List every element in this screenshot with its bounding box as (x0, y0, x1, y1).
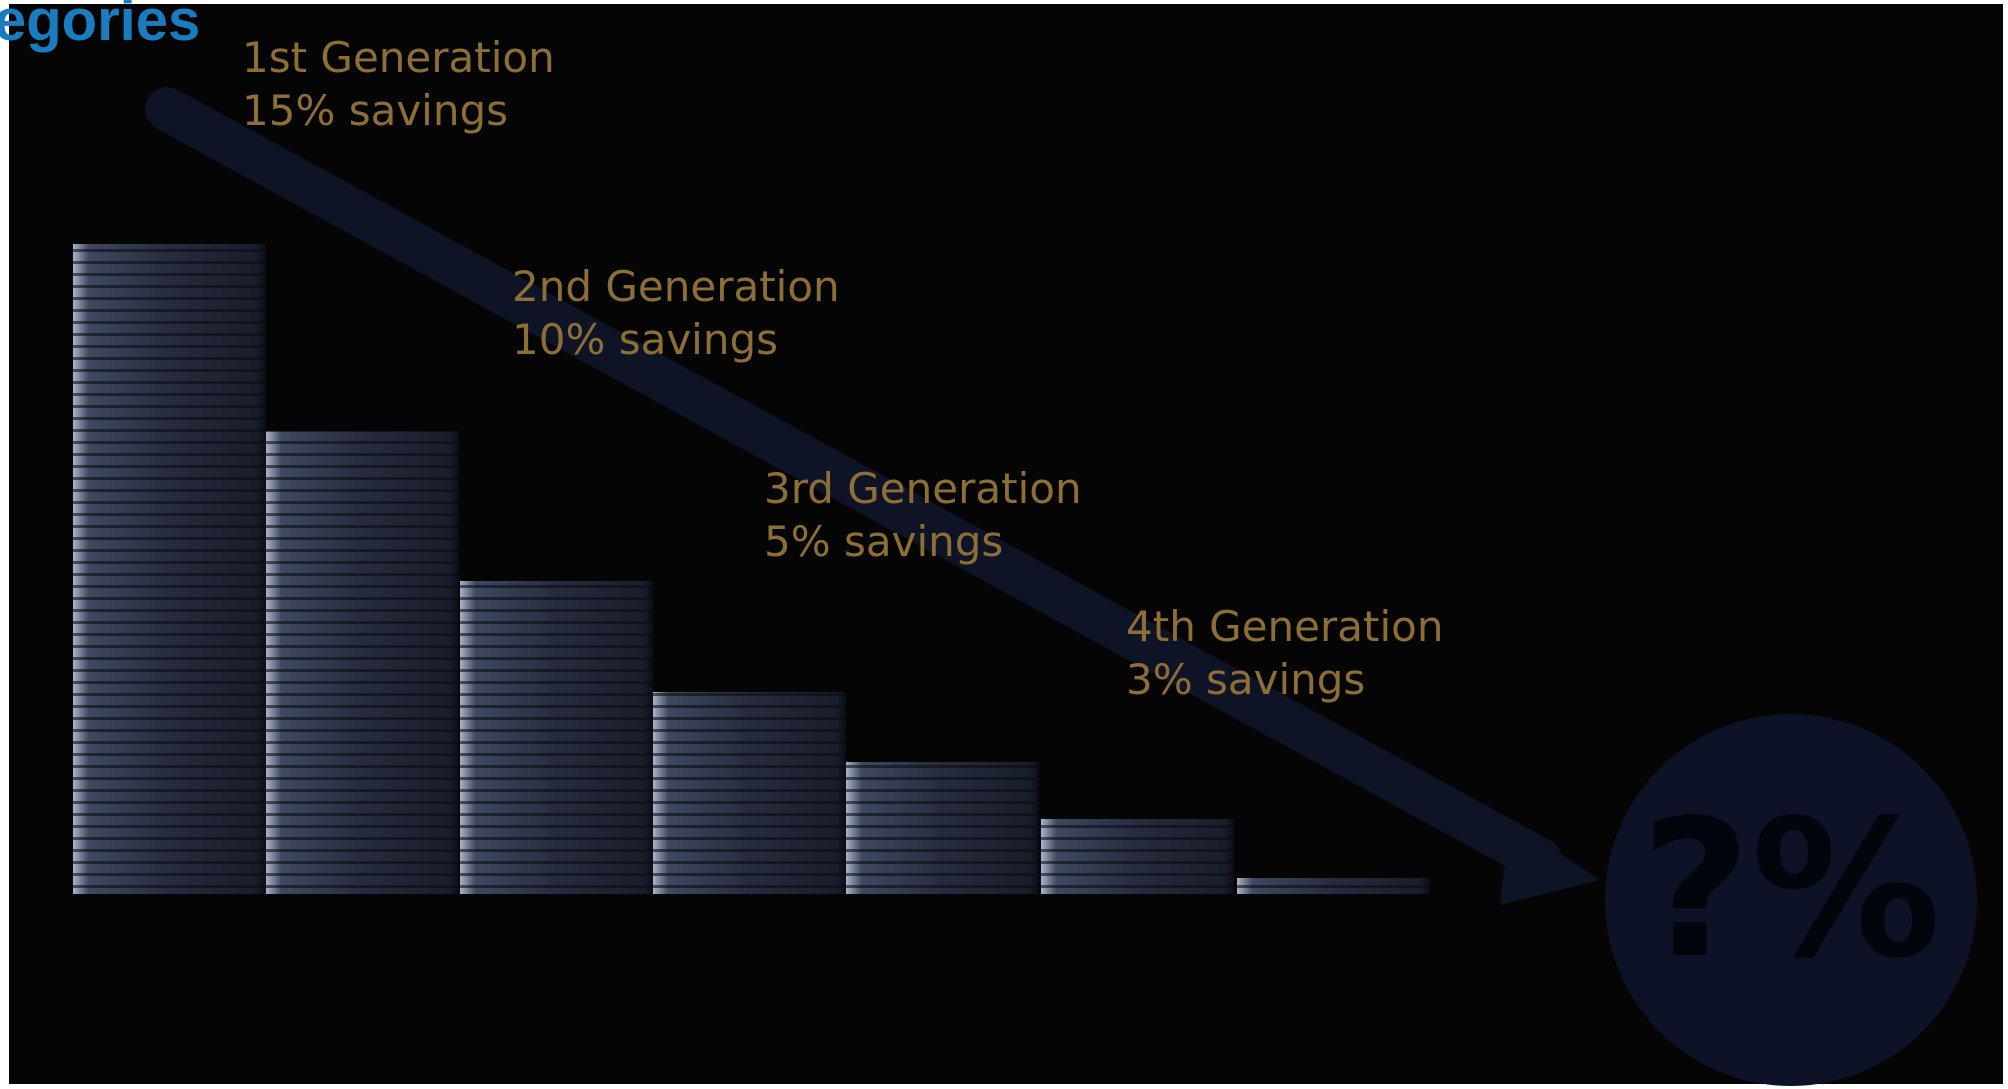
coin-stack (1041, 819, 1234, 894)
generation-savings: 15% savings (242, 86, 508, 135)
generation-name: 3rd Generation (764, 464, 1082, 513)
coin-stack (73, 244, 266, 894)
generation-name: 1st Generation (242, 33, 555, 82)
coin-stack (1237, 878, 1430, 894)
generation-name: 2nd Generation (512, 262, 840, 311)
generation-savings: 5% savings (764, 517, 1003, 566)
coin-stack (460, 581, 653, 894)
coin-stack (846, 762, 1039, 894)
generation-savings: 3% savings (1126, 655, 1365, 704)
coin-stack (653, 692, 846, 894)
generation-savings: 10% savings (512, 315, 778, 364)
badge-text: ?% (1641, 779, 1942, 1000)
screen: ?% egories 1st Generation 15% savings 2n… (0, 0, 2008, 1089)
page-title: egories (0, 0, 200, 53)
coin-stack (266, 431, 459, 894)
generation-name: 4th Generation (1126, 602, 1443, 651)
